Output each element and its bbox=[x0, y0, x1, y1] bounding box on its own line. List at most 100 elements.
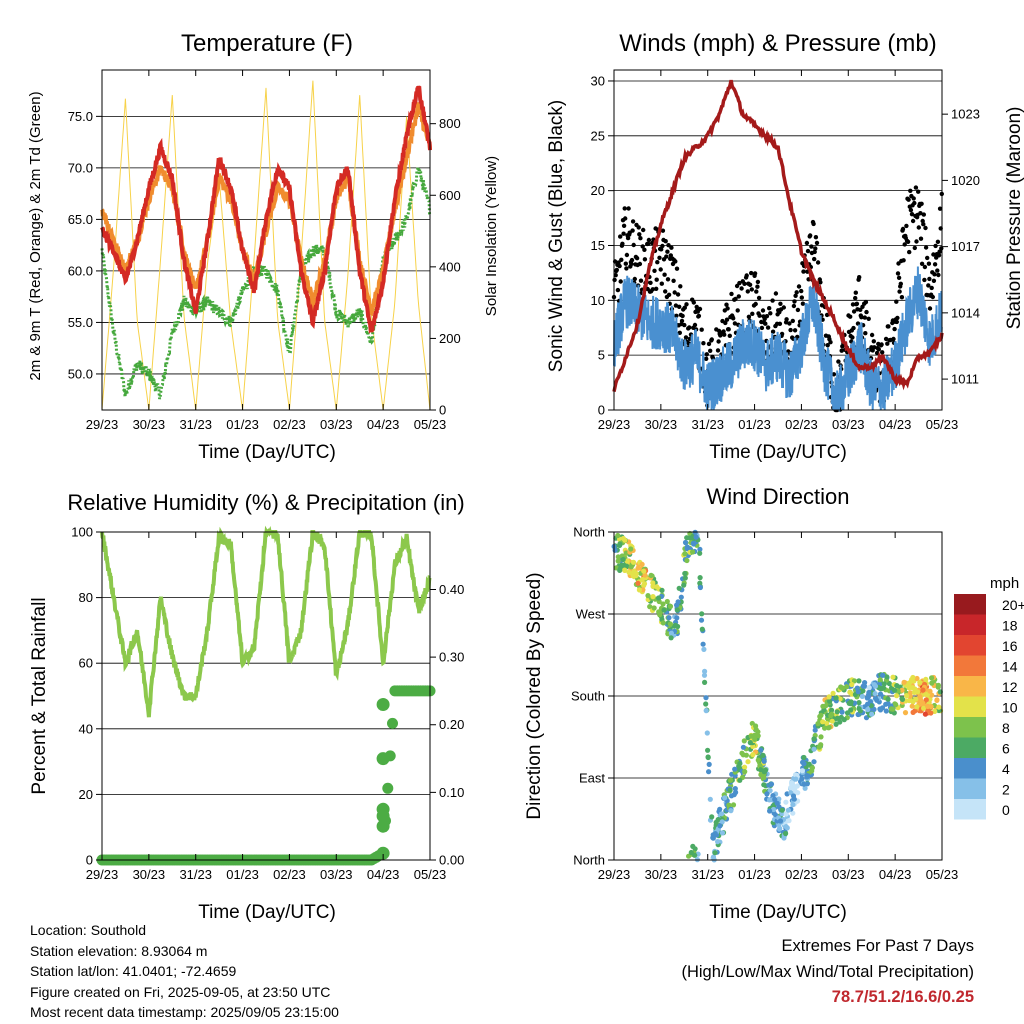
direction-point bbox=[622, 537, 628, 543]
direction-point bbox=[615, 554, 621, 560]
direction-point bbox=[795, 790, 801, 796]
legend-swatch bbox=[954, 758, 986, 779]
gust-point bbox=[754, 289, 759, 294]
gust-point bbox=[638, 278, 644, 283]
winds-xtick-label: 03/23 bbox=[832, 417, 865, 432]
gust-point bbox=[752, 271, 758, 276]
humidity-xtick-label: 01/23 bbox=[226, 867, 259, 882]
direction-point bbox=[674, 615, 680, 621]
gust-point bbox=[659, 247, 664, 252]
gust-point bbox=[853, 295, 858, 301]
humidity-ytick-label: 60 bbox=[79, 656, 93, 671]
direction-point bbox=[792, 786, 798, 792]
gust-point bbox=[666, 292, 672, 297]
legend-title: mph bbox=[990, 575, 1019, 592]
gust-point bbox=[929, 285, 934, 291]
direction-point bbox=[699, 626, 705, 632]
legend-swatch bbox=[954, 717, 986, 738]
direction-point bbox=[745, 759, 751, 765]
info-latlon: Station lat/lon: 41.0401; -72.4659 bbox=[30, 963, 237, 979]
temperature-ylabel-right: Solar Insolation (Yellow) bbox=[483, 156, 500, 316]
gust-point bbox=[746, 314, 752, 319]
direction-point bbox=[719, 811, 725, 817]
direction-point bbox=[660, 601, 666, 607]
direction-point bbox=[856, 706, 862, 712]
direction-point bbox=[719, 819, 725, 825]
direction-point bbox=[877, 677, 883, 683]
gust-point bbox=[654, 277, 659, 282]
gust-point bbox=[793, 293, 798, 298]
gust-point bbox=[814, 240, 820, 246]
winds-ytick-right-label: 1020 bbox=[951, 173, 980, 188]
gust-point bbox=[614, 267, 619, 273]
gust-point bbox=[900, 226, 906, 232]
gust-point bbox=[621, 223, 627, 228]
gust-point bbox=[921, 222, 926, 227]
direction-point bbox=[811, 746, 817, 752]
legend-label: 18 bbox=[1002, 618, 1018, 634]
gust-point bbox=[895, 271, 901, 276]
temperature-xtick-label: 03/23 bbox=[320, 417, 353, 432]
direction-point bbox=[703, 708, 709, 714]
direction-point bbox=[822, 725, 828, 731]
temperature-ytick-label: 60.0 bbox=[68, 263, 93, 278]
gust-point bbox=[724, 317, 730, 322]
direction-point bbox=[742, 764, 748, 770]
direction-point bbox=[799, 776, 805, 782]
gust-point bbox=[615, 287, 621, 293]
direction-point bbox=[717, 806, 723, 812]
legend-swatch bbox=[954, 696, 986, 717]
direction-xtick-label: 31/23 bbox=[691, 867, 724, 882]
direction-point bbox=[750, 752, 756, 758]
direction-point bbox=[894, 693, 900, 699]
winds-ytick-right-label: 1014 bbox=[951, 305, 980, 320]
direction-point bbox=[722, 795, 728, 801]
direction-point bbox=[879, 705, 886, 711]
direction-point bbox=[816, 744, 822, 750]
gust-point bbox=[784, 317, 789, 322]
direction-point bbox=[936, 704, 942, 710]
gust-point bbox=[749, 287, 754, 292]
direction-point bbox=[727, 777, 734, 783]
gust-point bbox=[692, 322, 698, 328]
direction-point bbox=[755, 757, 761, 763]
gust-point bbox=[749, 270, 754, 276]
gust-point bbox=[662, 272, 667, 277]
gust-point bbox=[709, 337, 714, 342]
legend-swatch bbox=[954, 614, 986, 635]
gust-point bbox=[914, 239, 919, 244]
extremes-box: Extremes For Past 7 Days (High/Low/Max W… bbox=[681, 934, 974, 1011]
gust-point bbox=[792, 299, 797, 304]
gust-point bbox=[757, 313, 762, 318]
direction-point bbox=[713, 819, 719, 825]
temperature-panel: Temperature (F) 29/23 30/23 31/23 01/23 02/2… bbox=[27, 30, 500, 463]
gust-point bbox=[755, 284, 760, 289]
gust-point bbox=[621, 231, 626, 236]
gust-point bbox=[831, 372, 837, 377]
direction-point bbox=[747, 740, 753, 746]
speed-legend: 20+ 18 16 14 12 10 8 6 4 2 0 bbox=[954, 594, 1024, 820]
gust-point bbox=[640, 244, 645, 249]
direction-point bbox=[788, 785, 794, 791]
direction-point bbox=[890, 674, 896, 680]
direction-point bbox=[881, 681, 887, 687]
direction-point bbox=[793, 776, 799, 782]
winds-series bbox=[611, 79, 944, 413]
winds-ytick-label: 5 bbox=[598, 348, 605, 363]
direction-point bbox=[923, 676, 929, 683]
direction-point bbox=[656, 595, 662, 601]
direction-point bbox=[921, 705, 927, 711]
direction-point bbox=[848, 707, 854, 713]
direction-point bbox=[851, 678, 858, 684]
gust-point bbox=[626, 206, 631, 211]
precip-point bbox=[376, 846, 390, 860]
gust-point bbox=[759, 325, 765, 331]
gust-point bbox=[836, 359, 841, 364]
direction-point bbox=[809, 768, 815, 774]
direction-point bbox=[650, 583, 656, 590]
gust-point bbox=[885, 341, 890, 346]
direction-point bbox=[737, 760, 743, 767]
direction-point bbox=[869, 711, 875, 717]
gust-point bbox=[916, 225, 921, 230]
direction-panel: Wind Direction 29/23 30/23 31/23 01/23 02/23… bbox=[524, 484, 1024, 923]
